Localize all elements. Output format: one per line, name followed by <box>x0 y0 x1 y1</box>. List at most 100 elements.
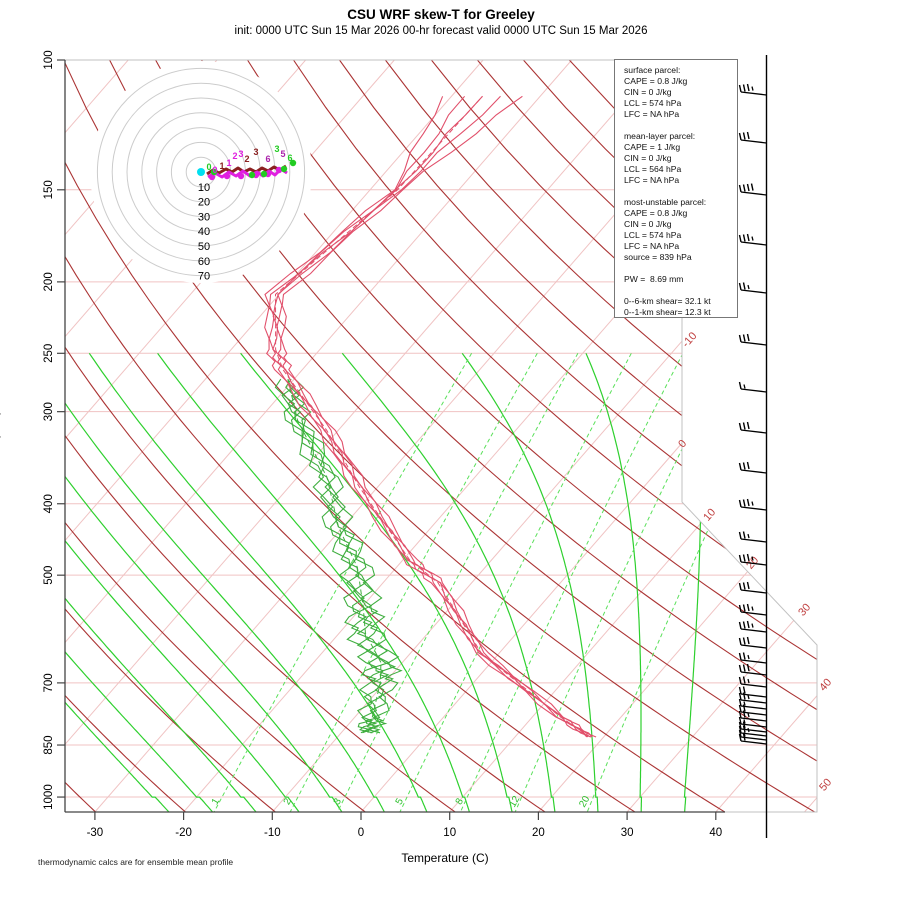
moist-adiabat-line <box>240 352 514 812</box>
wind-barb-feather <box>738 499 742 508</box>
hodograph-ring-label: 30 <box>198 211 210 223</box>
dry-adiabat-line <box>65 60 641 812</box>
wind-barb-half-feather <box>751 623 754 628</box>
wind-barb-feather <box>742 692 746 700</box>
wind-barb-feather <box>738 716 742 725</box>
hodograph-dot-green <box>248 171 256 179</box>
wind-barb-feather <box>746 620 750 629</box>
isotherm-edge-label: 30 <box>796 601 813 618</box>
hodograph-ring-label: 70 <box>198 271 210 283</box>
hodograph-height-digit: 3 <box>253 147 258 157</box>
wind-barb-column <box>738 55 768 838</box>
wind-barb-feather <box>746 131 750 140</box>
mixing-ratio-line <box>458 353 684 812</box>
parcel-box-line: LFC = NA hPa <box>624 109 680 119</box>
parcel-box-line: 0--1-km shear= 12.3 kt <box>624 307 711 317</box>
dry-adiabat-line <box>65 60 551 812</box>
wind-barb-shaft <box>740 191 767 196</box>
hodograph-ring <box>126 97 276 247</box>
wind-barb-feather <box>746 603 750 612</box>
hodograph-height-digit: 2 <box>232 151 237 161</box>
temp-tick-label: -30 <box>87 827 104 839</box>
pressure-tick-label: 300 <box>43 402 55 421</box>
wind-barb-shaft <box>740 506 767 511</box>
isotherm-line <box>271 60 817 812</box>
isotherm-line <box>65 60 573 812</box>
wind-barb-shaft <box>740 644 767 649</box>
wind-barb-shaft <box>740 289 767 294</box>
isotherm-edge-label: 50 <box>817 776 834 793</box>
wind-barb-feather <box>742 554 746 562</box>
wind-barb-half-feather <box>743 732 746 737</box>
wind-barb-feather <box>746 498 750 507</box>
moist-adiabat-line <box>341 352 556 812</box>
wind-barb-feather <box>742 710 746 718</box>
parcel-box-line: LFC = NA hPa <box>624 175 680 185</box>
moist-adiabat-line <box>65 353 173 812</box>
isotherm-edge-label: -10 <box>680 330 699 350</box>
hodograph-ring-label: 20 <box>198 197 210 209</box>
parcel-box-line: LCL = 574 hPa <box>624 230 682 240</box>
dry-adiabat-line <box>109 60 817 812</box>
hodograph-height-digit: 2 <box>244 154 249 164</box>
grid-lines <box>65 60 817 812</box>
wind-barb-shaft <box>740 628 767 633</box>
hodograph-storm-motion-dot <box>197 168 205 176</box>
temp-tick-label: 0 <box>358 827 364 839</box>
wind-barb-shaft <box>740 740 767 745</box>
hodograph-height-digit: 3 <box>238 149 243 159</box>
wind-barb-feather <box>738 554 742 563</box>
wind-barb-feather <box>738 664 742 673</box>
wind-barb-shaft <box>740 469 767 474</box>
parcel-info-box: surface parcel: CAPE = 0.8 J/kg CIN = 0 J/… <box>614 59 738 318</box>
hodograph-dot-green <box>210 168 218 176</box>
isotherm-line <box>538 60 817 812</box>
pressure-tick-label: 150 <box>43 180 55 199</box>
mixing-ratio-label: 8 <box>454 796 467 807</box>
wind-barb-feather <box>742 637 746 645</box>
dry-adiabat-line <box>65 60 100 812</box>
page-title: CSU WRF skew-T for Greeley <box>347 7 535 22</box>
wind-barb-feather <box>742 462 746 470</box>
temp-tick-label: -20 <box>175 827 192 839</box>
wind-barb-feather <box>746 461 750 470</box>
wind-barb-shaft <box>740 561 767 566</box>
wind-barb-feather <box>738 621 742 630</box>
wind-barb-feather <box>738 704 742 713</box>
parcel-box-line <box>624 263 737 274</box>
wind-barb-feather <box>738 462 742 471</box>
isotherm-line <box>65 60 484 812</box>
hodograph-height-digit: 0 <box>212 165 217 175</box>
wind-barb-half-feather <box>747 694 750 700</box>
parcel-box-line: mean-layer parcel: <box>624 131 696 141</box>
wind-barb-feather <box>742 334 746 342</box>
dry-adiabat-line <box>65 60 190 812</box>
parcel-box-line: LFC = NA hPa <box>624 241 680 251</box>
pressure-tick-label: 200 <box>43 272 55 291</box>
wind-barb-half-feather <box>751 236 754 241</box>
dewpoint-profile-member <box>291 378 403 734</box>
hodograph-height-digit: 6 <box>265 154 270 164</box>
hodograph-ring-label: 60 <box>198 256 210 268</box>
hodograph-height-digit: 3 <box>274 144 279 154</box>
parcel-box-line <box>624 285 737 296</box>
wind-barb-shaft <box>740 723 767 728</box>
temp-tick-label: 20 <box>532 827 545 839</box>
wind-barb-half-feather <box>747 533 750 539</box>
wind-barb-shaft <box>740 341 767 346</box>
hodograph-height-digit: 5 <box>280 149 285 159</box>
moist-adiabat-line <box>88 352 429 812</box>
wind-barb-feather <box>742 282 746 290</box>
wind-barb-feather <box>742 676 746 684</box>
hodograph-dot-green <box>289 159 297 167</box>
wind-barb-feather <box>738 531 742 540</box>
wind-barb-feather <box>738 721 742 730</box>
hodograph-dot-magenta <box>223 172 231 180</box>
pressure-tick-label: 1000 <box>43 784 55 810</box>
pressure-tick-label: 500 <box>43 566 55 585</box>
pressure-tick-label: 400 <box>43 494 55 513</box>
wind-barb-half-feather <box>743 384 746 389</box>
parcel-box-line: CAPE = 0.8 J/kg <box>624 208 688 218</box>
y-axis-label: P (hPa) <box>0 411 1 451</box>
